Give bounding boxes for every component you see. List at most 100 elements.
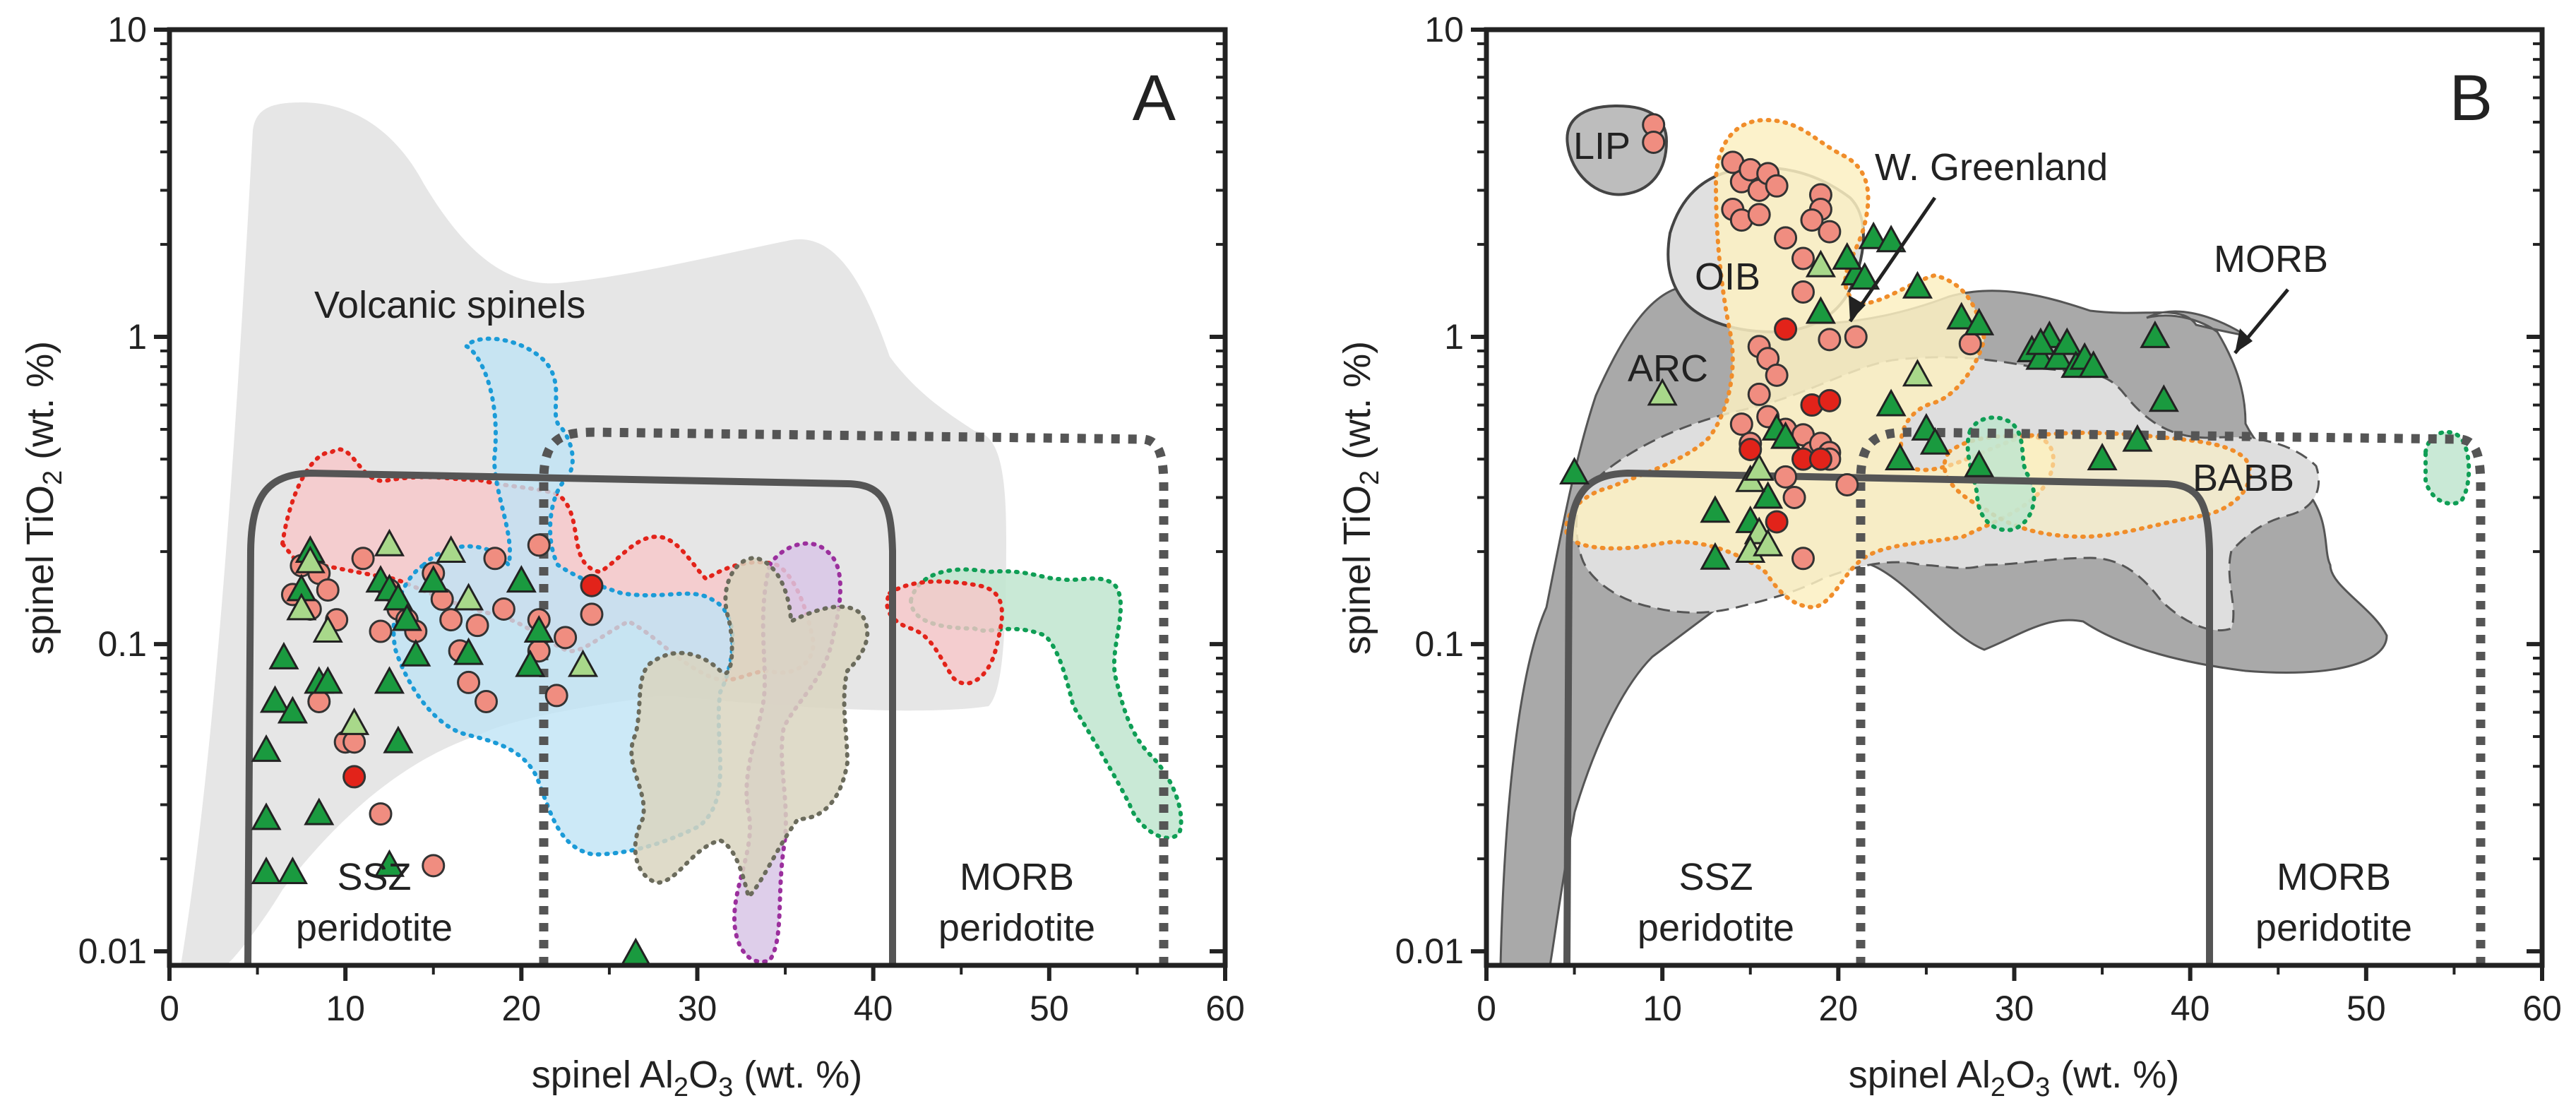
data-point-triangle: [391, 603, 422, 631]
data-point-triangle: [418, 565, 449, 593]
data-point-triangle: [374, 528, 405, 556]
x-tick-label: 50: [2347, 989, 2386, 1028]
data-point-triangle: [2140, 320, 2171, 348]
lip-label: LIP: [1573, 125, 1630, 167]
x-tick-label: 60: [1205, 989, 1245, 1028]
data-point-triangle: [2043, 342, 2074, 370]
data-point-circle: [369, 802, 393, 826]
data-point-triangle: [523, 614, 554, 643]
ssz-label-b1: SSZ: [1678, 856, 1753, 898]
data-point-triangle: [312, 614, 343, 643]
lip-field: [1566, 104, 1669, 196]
data-point-triangle: [506, 565, 537, 593]
data-point-circle: [342, 765, 366, 789]
volcanic-spinels-label: Volcanic spinels: [314, 284, 585, 326]
y-tick-label: 0.01: [1395, 931, 1464, 971]
data-point-triangle: [251, 802, 282, 830]
data-point-circle: [1791, 547, 1815, 571]
data-point-triangle: [1876, 388, 1907, 417]
morb-label-a1: MORB: [960, 856, 1074, 898]
data-point-triangle: [1770, 421, 1801, 449]
data-point-triangle: [436, 535, 467, 564]
panel-b-points: [1559, 113, 2179, 571]
morb-label-b2: peridotite: [2255, 907, 2412, 949]
data-point-circle: [1835, 472, 1859, 496]
data-point-circle: [1791, 246, 1815, 270]
x-tick-label: 0: [160, 989, 179, 1028]
data-point-circle: [1818, 388, 1842, 412]
x-tick-label: 60: [2522, 989, 2562, 1028]
data-point-triangle: [1743, 453, 1775, 481]
x-tick-label: 10: [326, 989, 365, 1028]
data-point-circle: [307, 689, 331, 713]
data-point-triangle: [515, 649, 546, 677]
data-point-triangle: [1902, 359, 1933, 387]
data-point-circle: [1818, 328, 1842, 352]
data-point-circle: [457, 670, 481, 694]
data-point-circle: [1782, 486, 1806, 509]
ssz-label-a2: peridotite: [296, 907, 453, 949]
data-point-triangle: [304, 797, 335, 826]
data-point-triangle: [1884, 443, 1916, 471]
data-point-circle: [491, 597, 515, 621]
panel-a: 0 10 20 30 40 50 60 0.01 0.1 1 10 A Volcanic spine…: [19, 10, 1245, 1102]
data-point-triangle: [1858, 221, 1889, 249]
data-point-triangle: [453, 637, 484, 665]
data-point-circle: [1800, 208, 1824, 232]
y-tick-label: 0.1: [97, 624, 147, 664]
data-point-triangle: [1647, 378, 1678, 406]
morb-label-b1: MORB: [2277, 856, 2391, 898]
data-point-triangle: [286, 592, 317, 621]
data-point-circle: [465, 614, 489, 638]
data-point-circle: [1642, 130, 1666, 154]
data-point-triangle: [1753, 528, 1784, 556]
data-point-triangle: [2148, 384, 2179, 412]
data-point-triangle: [383, 725, 414, 753]
data-point-triangle: [1559, 456, 1590, 484]
panel-a-xlabel: spinel Al2O3 (wt. %): [532, 1054, 862, 1102]
pink-small-field: [885, 579, 1004, 686]
panel-a-label: A: [1133, 62, 1176, 134]
panel-b-label: B: [2450, 62, 2493, 134]
x-tick-label: 10: [1642, 989, 1682, 1028]
morb-envelope: [539, 427, 1169, 965]
data-point-circle: [1958, 332, 1982, 356]
x-tick-label: 20: [1819, 989, 1859, 1028]
data-point-circle: [1844, 325, 1868, 349]
panel-b-ticks: 0 10 20 30 40 50 60 0.01 0.1 1 10: [1395, 10, 2562, 1028]
ssz-label-b2: peridotite: [1638, 907, 1794, 949]
data-point-triangle: [374, 849, 405, 877]
data-point-triangle: [1902, 270, 1933, 299]
greenland-arrowhead: [1849, 295, 1866, 321]
data-point-circle: [1765, 174, 1789, 198]
data-point-circle: [1774, 226, 1798, 250]
y-tick-label: 10: [1424, 10, 1464, 49]
data-point-circle: [483, 547, 507, 571]
x-tick-label: 50: [1030, 989, 1069, 1028]
morb-envelope-b: [1856, 427, 2486, 965]
y-tick-label: 0.01: [78, 931, 147, 971]
data-point-circle: [544, 684, 568, 708]
data-point-triangle: [1805, 249, 1836, 278]
morb-arrowhead: [2235, 328, 2253, 353]
data-point-circle: [1791, 280, 1815, 304]
data-point-triangle: [453, 583, 484, 611]
data-point-circle: [1739, 437, 1763, 461]
data-point-triangle: [1700, 542, 1731, 570]
y-tick-label: 1: [1444, 317, 1464, 357]
data-point-triangle: [1964, 307, 1995, 335]
x-tick-label: 0: [1477, 989, 1496, 1028]
data-point-circle: [1729, 412, 1753, 436]
data-point-triangle: [339, 707, 370, 735]
morb-field-label: MORB: [2214, 238, 2328, 280]
data-point-circle: [422, 854, 446, 878]
y-tick-label: 10: [107, 10, 147, 49]
x-tick-label: 40: [2171, 989, 2210, 1028]
data-point-circle: [527, 533, 551, 557]
x-tick-label: 40: [854, 989, 893, 1028]
panel-a-points: [251, 528, 651, 965]
data-point-triangle: [1805, 296, 1836, 324]
data-point-triangle: [1849, 262, 1880, 290]
data-point-circle: [351, 547, 375, 571]
x-tick-label: 30: [1995, 989, 2034, 1028]
